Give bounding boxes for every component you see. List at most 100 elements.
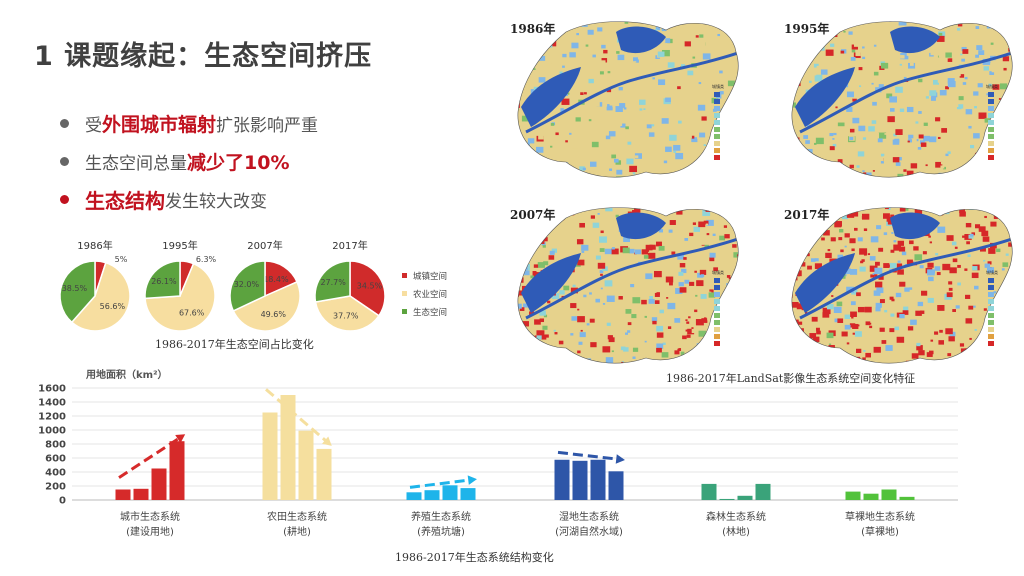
bar xyxy=(719,498,735,500)
y-tick-label: 1000 xyxy=(38,426,66,437)
x-category-sublabel: (河湖自然水域) xyxy=(555,525,623,538)
pie-year-label: 2007年 xyxy=(247,239,282,252)
y-tick-label: 0 xyxy=(59,496,66,507)
bar-chart: 用地面积（km²） 0 200 400 600 800 1000 1200 1400 1600 城市… xyxy=(38,368,958,538)
map-legend-swatch xyxy=(988,285,994,290)
map-legend-swatch xyxy=(714,99,720,104)
map-caption: 1986-2017年LandSat影像生态系统空间变化特征 xyxy=(666,372,916,385)
trend-arrow-head xyxy=(175,434,186,444)
page-title: 1 课题缘起：生态空间挤压 xyxy=(34,41,373,72)
x-category-label: 农田生态系统 xyxy=(267,510,327,523)
pie-data-label: 37.7% xyxy=(333,312,359,321)
bullet-list: 受外围城市辐射 扩张影响严重 生态空间总量 减少了10% 生态结构 发生较大改变 xyxy=(60,104,318,218)
bullet-item: 生态空间总量 减少了10% xyxy=(60,142,318,180)
bar xyxy=(460,488,476,500)
map-year-label: 2017年 xyxy=(784,208,830,222)
bar xyxy=(115,489,131,500)
trend-arrow xyxy=(265,388,329,444)
map-legend-swatch xyxy=(714,292,720,297)
pie-slice xyxy=(59,260,96,324)
trend-arrow xyxy=(409,478,473,489)
bar xyxy=(424,490,440,500)
map-legend-swatch xyxy=(714,148,720,153)
land-use-map: 2007年 城镇类 xyxy=(506,198,746,372)
map-legend-swatch xyxy=(988,327,994,332)
trend-arrow xyxy=(557,450,621,461)
pie-data-label: 32.0% xyxy=(234,280,260,289)
map-legend-swatch xyxy=(988,106,994,111)
y-tick-label: 600 xyxy=(45,454,66,465)
bar xyxy=(881,489,897,500)
y-tick-label: 1600 xyxy=(38,384,66,395)
bar xyxy=(737,495,753,500)
bar xyxy=(899,496,915,500)
map-legend-swatch xyxy=(714,278,720,283)
bullet-text-pre: 受 xyxy=(85,115,102,136)
map-legend-title: 城镇类 xyxy=(986,83,998,89)
trend-arrow xyxy=(118,435,182,479)
map-legend-swatch xyxy=(714,141,720,146)
x-category-sublabel: (养殖坑塘) xyxy=(417,525,465,538)
map-legend-swatch xyxy=(988,313,994,318)
bar xyxy=(572,460,588,500)
bar xyxy=(280,395,296,500)
map-legend-swatch xyxy=(988,99,994,104)
x-category-label: 草裸地生态系统 xyxy=(845,510,915,523)
map-year-label: 2007年 xyxy=(510,208,556,222)
map-legend-title: 城镇类 xyxy=(712,83,724,89)
pie-year-label: 1986年 xyxy=(77,239,112,252)
map-legend-swatch xyxy=(988,134,994,139)
bar xyxy=(442,485,458,500)
map-legend-swatch xyxy=(714,306,720,311)
x-category-sublabel: (林地) xyxy=(722,525,750,538)
map-legend-swatch xyxy=(714,106,720,111)
bullet-dot-icon xyxy=(60,156,69,166)
map-legend-swatch xyxy=(988,292,994,297)
map-legend-swatch xyxy=(988,334,994,339)
pie-slice xyxy=(232,280,301,332)
map-legend-swatch xyxy=(714,134,720,139)
bar xyxy=(554,459,570,500)
bullet-highlight: 外围城市辐射 xyxy=(102,113,217,136)
bar xyxy=(316,448,332,500)
bullet-item: 生态结构 发生较大改变 xyxy=(60,180,318,218)
map-legend-swatch xyxy=(714,299,720,304)
pie-data-label: 6.3% xyxy=(196,255,217,264)
map-legend-title: 城镇类 xyxy=(986,269,998,275)
y-tick-label: 200 xyxy=(45,482,66,493)
x-category-label: 城市生态系统 xyxy=(120,510,180,523)
land-use-map: 1986年 城镇类 xyxy=(506,12,746,186)
map-legend-swatch xyxy=(988,278,994,283)
pie-legend-swatch xyxy=(402,273,407,278)
pie-slice xyxy=(144,260,181,300)
map-legend-swatch xyxy=(988,155,994,160)
map-graphic: 城镇类 xyxy=(517,207,739,364)
x-category-label: 养殖生态系统 xyxy=(411,510,471,523)
bar xyxy=(755,483,771,500)
pie-slice xyxy=(70,261,131,332)
pie-data-label: 49.6% xyxy=(261,310,287,319)
pie-data-label: 56.6% xyxy=(100,302,126,311)
x-category-label: 森林生态系统 xyxy=(706,510,766,523)
bar xyxy=(133,488,149,500)
map-legend-swatch xyxy=(714,92,720,97)
pie-legend-swatch xyxy=(402,291,407,296)
bullet-text-post: 扩张影响严重 xyxy=(216,115,319,136)
x-category-label: 湿地生态系统 xyxy=(559,510,619,523)
x-category-sublabel: (耕地) xyxy=(283,525,311,538)
pie-data-label: 67.6% xyxy=(179,308,205,317)
trend-arrow-head xyxy=(467,475,477,485)
pie-slice xyxy=(314,260,351,303)
bar xyxy=(863,493,879,500)
trend-arrow-head xyxy=(615,454,625,464)
map-legend-swatch xyxy=(988,141,994,146)
bullet-text-pre: 生态空间总量 xyxy=(85,153,187,174)
map-legend-swatch xyxy=(988,113,994,118)
pie-data-label: 18.4% xyxy=(263,275,289,284)
y-tick-label: 400 xyxy=(45,468,66,479)
map-legend-swatch xyxy=(714,127,720,132)
y-tick-label: 800 xyxy=(45,440,66,451)
map-legend-swatch xyxy=(988,120,994,125)
map-legend-swatch xyxy=(988,127,994,132)
